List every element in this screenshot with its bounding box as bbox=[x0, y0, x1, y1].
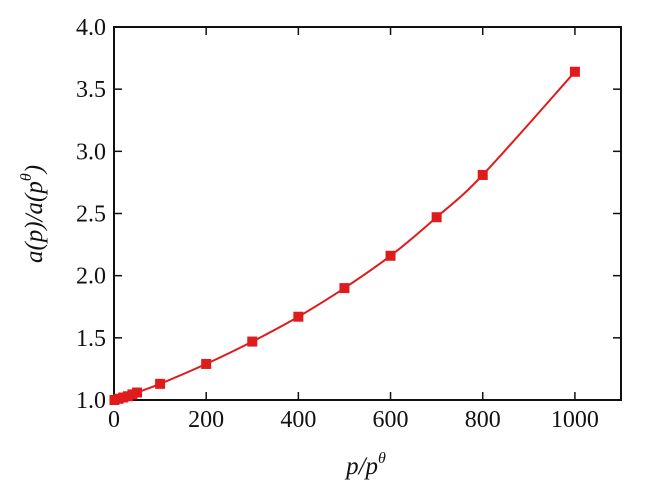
y-tick-label: 3.5 bbox=[76, 77, 106, 103]
y-tick-label: 4.0 bbox=[76, 15, 106, 41]
series-line bbox=[114, 71, 576, 401]
x-tick-label: 800 bbox=[465, 407, 501, 433]
y-tick-label: 2.5 bbox=[76, 202, 106, 228]
y-axis: 1.0 1.5 2.0 2.5 3.0 3.5 4.0 bbox=[76, 15, 621, 414]
x-tick-label: 600 bbox=[373, 407, 409, 433]
data-point bbox=[385, 250, 396, 261]
y-axis-label: a(p)/a(pθ) bbox=[18, 165, 48, 263]
x-axis-label-base: p/p bbox=[344, 453, 378, 480]
data-point bbox=[339, 283, 350, 294]
data-point bbox=[569, 66, 580, 77]
x-axis-label: p/pθ bbox=[344, 450, 386, 480]
series-layer bbox=[109, 66, 580, 405]
y-tick-label: 2.0 bbox=[76, 264, 106, 290]
y-tick-label: 3.0 bbox=[76, 139, 106, 165]
y-axis-label-tail: ) bbox=[21, 165, 48, 175]
plot-frame bbox=[113, 26, 622, 401]
data-point bbox=[132, 387, 143, 398]
data-point bbox=[477, 169, 488, 180]
data-point bbox=[431, 212, 442, 223]
data-point bbox=[155, 378, 166, 389]
data-point bbox=[201, 358, 212, 369]
y-tick-label: 1.0 bbox=[76, 388, 106, 414]
data-point bbox=[247, 336, 258, 347]
x-tick-label: 400 bbox=[280, 407, 316, 433]
y-axis-label-sup: θ bbox=[18, 173, 35, 181]
x-tick-label: 0 bbox=[108, 407, 120, 433]
y-tick-label: 1.5 bbox=[76, 326, 106, 352]
data-point bbox=[293, 311, 304, 322]
plot-area bbox=[113, 26, 622, 401]
x-axis-label-sup: θ bbox=[378, 450, 386, 467]
x-tick-label: 200 bbox=[188, 407, 224, 433]
x-tick-label: 1000 bbox=[551, 407, 599, 433]
x-axis: 0 200 400 600 800 1000 bbox=[108, 27, 599, 433]
y-axis-label-base: a(p)/a(p bbox=[21, 181, 48, 263]
